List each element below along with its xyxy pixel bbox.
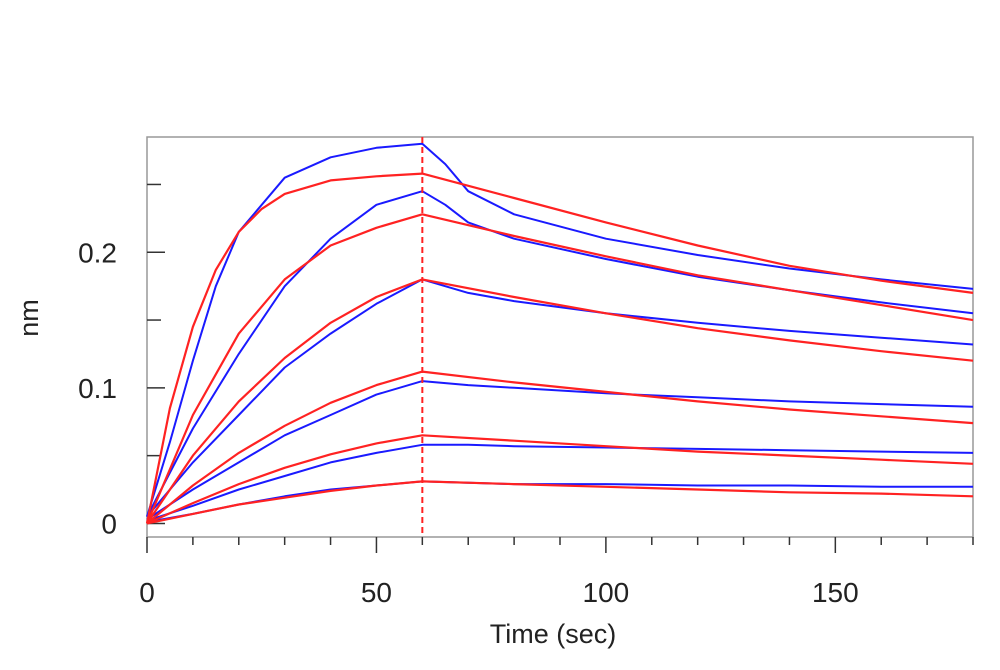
fit-curve — [145, 213, 974, 524]
y-tick-label: 0.1 — [78, 373, 117, 404]
x-tick-label: 150 — [812, 577, 859, 608]
x-tick-label: 100 — [583, 577, 630, 608]
fit-curve — [146, 480, 974, 525]
y-tick-label: 0.2 — [78, 237, 117, 268]
measured-curve — [146, 278, 974, 518]
measured-curve — [146, 480, 973, 524]
plot-frame — [146, 136, 974, 538]
measured-curve — [146, 380, 974, 521]
measured-curve — [146, 190, 974, 518]
x-axis-title: Time (sec) — [490, 619, 617, 649]
measured-curve — [146, 443, 974, 522]
y-tick-label: 0 — [101, 508, 117, 539]
y-axis-title: nm — [14, 299, 44, 337]
fit-curve — [146, 434, 974, 525]
x-tick-label: 0 — [139, 577, 155, 608]
fit-curve — [145, 172, 974, 524]
measured-curve — [146, 142, 974, 517]
x-tick-label: 50 — [361, 577, 392, 608]
